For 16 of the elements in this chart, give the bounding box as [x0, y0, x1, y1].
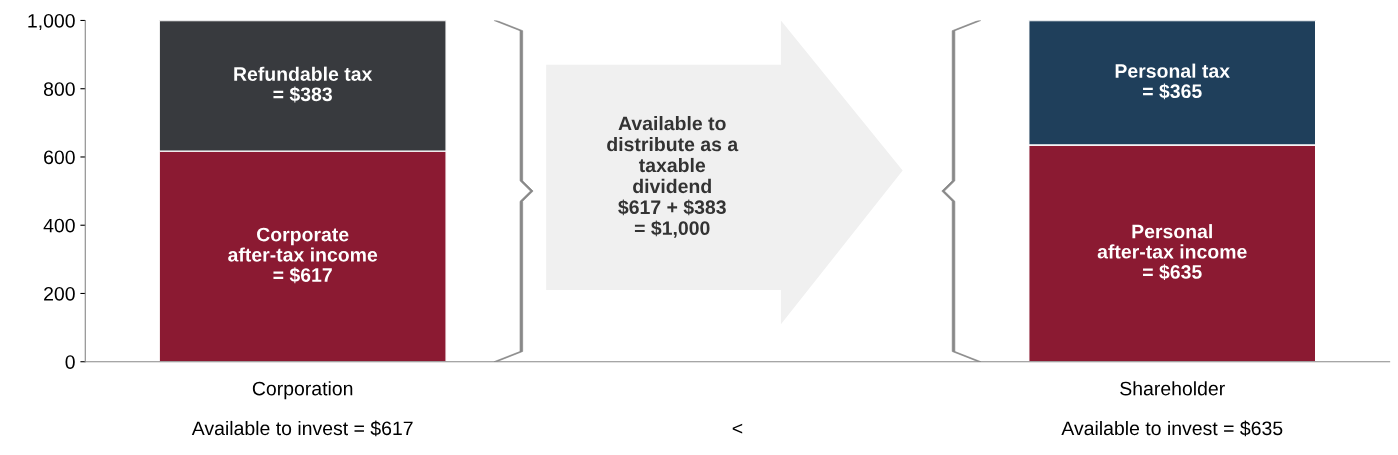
y-tick-label: 600 [44, 150, 75, 165]
x-tick-label: Corporation [252, 381, 353, 400]
y-tick-label: 800 [43, 82, 75, 96]
y-tick-label: 200 [44, 286, 75, 301]
text: Available to invest = $635 [1061, 420, 1283, 437]
data-label: Personal tax = $365 [1115, 63, 1230, 100]
data-label: Refundable tax = $383 [234, 66, 373, 103]
x-tick-label: Shareholder [1120, 381, 1225, 396]
annotation: Available to distribute as a taxable dividend $617 + $383 = $1,000 [607, 116, 739, 238]
y-tick-label: 1,000 [28, 13, 75, 31]
data-label: Corporate after-tax income = $617 [228, 227, 378, 284]
y-tick-label: 400 [43, 218, 75, 233]
text: Available to invest = $617 [191, 420, 413, 437]
y-tick-label: 0 [65, 355, 75, 369]
data-label: Personal after-tax income = $635 [1097, 224, 1247, 281]
text: < [732, 423, 743, 434]
